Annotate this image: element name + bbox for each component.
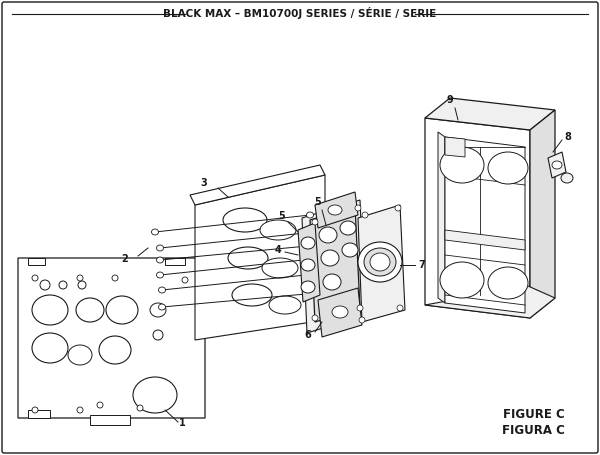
Ellipse shape (157, 272, 163, 278)
Ellipse shape (301, 237, 315, 249)
Ellipse shape (358, 242, 402, 282)
Ellipse shape (323, 274, 341, 290)
Ellipse shape (362, 212, 368, 218)
Ellipse shape (260, 220, 296, 240)
Ellipse shape (488, 152, 528, 184)
Ellipse shape (112, 275, 118, 281)
Ellipse shape (157, 245, 163, 251)
Ellipse shape (269, 296, 301, 314)
Polygon shape (298, 223, 320, 302)
Polygon shape (315, 192, 358, 228)
Polygon shape (28, 410, 50, 418)
Ellipse shape (151, 229, 158, 235)
Polygon shape (530, 110, 555, 318)
Polygon shape (90, 415, 130, 425)
Polygon shape (28, 258, 45, 265)
Ellipse shape (397, 305, 403, 311)
Polygon shape (165, 258, 185, 265)
Text: FIGURA C: FIGURA C (502, 424, 565, 436)
Polygon shape (18, 258, 205, 418)
Polygon shape (438, 132, 445, 303)
Ellipse shape (325, 289, 331, 295)
Ellipse shape (342, 243, 358, 257)
Text: 9: 9 (446, 95, 454, 105)
Ellipse shape (321, 250, 339, 266)
Ellipse shape (319, 227, 337, 243)
Ellipse shape (78, 281, 86, 289)
Text: 6: 6 (305, 330, 311, 340)
Ellipse shape (488, 267, 528, 299)
Ellipse shape (561, 173, 573, 183)
Text: 8: 8 (564, 132, 571, 142)
Polygon shape (190, 165, 325, 205)
Ellipse shape (68, 345, 92, 365)
Ellipse shape (359, 317, 365, 323)
Ellipse shape (364, 248, 396, 276)
Text: FIGURE C: FIGURE C (503, 409, 565, 421)
Text: BLACK MAX – BM10700J SERIES / SÉRIE / SERIE: BLACK MAX – BM10700J SERIES / SÉRIE / SE… (163, 7, 437, 19)
Polygon shape (445, 230, 525, 250)
Ellipse shape (355, 205, 361, 211)
Ellipse shape (158, 304, 166, 310)
Ellipse shape (77, 407, 83, 413)
Ellipse shape (76, 298, 104, 322)
Ellipse shape (150, 303, 166, 317)
Ellipse shape (32, 333, 68, 363)
Ellipse shape (322, 270, 329, 276)
Ellipse shape (59, 281, 67, 289)
Ellipse shape (158, 287, 166, 293)
Ellipse shape (262, 258, 298, 278)
Polygon shape (425, 286, 555, 318)
Ellipse shape (312, 219, 318, 225)
Ellipse shape (314, 242, 322, 248)
Ellipse shape (99, 336, 131, 364)
Ellipse shape (370, 253, 390, 271)
Ellipse shape (97, 402, 103, 408)
Text: 7: 7 (418, 260, 425, 270)
Ellipse shape (328, 205, 342, 215)
Ellipse shape (77, 275, 83, 281)
Text: 5: 5 (314, 197, 322, 207)
Ellipse shape (301, 259, 315, 271)
Text: 4: 4 (275, 245, 281, 255)
Ellipse shape (340, 221, 356, 235)
Ellipse shape (312, 315, 318, 321)
Polygon shape (195, 175, 325, 340)
Text: 3: 3 (200, 178, 208, 188)
Text: 2: 2 (122, 254, 128, 264)
Polygon shape (445, 137, 525, 313)
Ellipse shape (440, 147, 484, 183)
Polygon shape (548, 152, 566, 178)
Text: 5: 5 (278, 211, 286, 221)
Polygon shape (425, 98, 555, 130)
Ellipse shape (307, 212, 314, 218)
Ellipse shape (223, 208, 267, 232)
Ellipse shape (319, 255, 325, 261)
Ellipse shape (232, 284, 272, 306)
Polygon shape (310, 206, 360, 322)
Ellipse shape (137, 405, 143, 411)
Polygon shape (425, 118, 530, 318)
Ellipse shape (440, 262, 484, 298)
Ellipse shape (301, 281, 315, 293)
Ellipse shape (133, 377, 177, 413)
Ellipse shape (552, 161, 562, 169)
Polygon shape (445, 137, 465, 157)
Ellipse shape (32, 295, 68, 325)
Ellipse shape (332, 306, 348, 318)
Text: 1: 1 (179, 418, 186, 428)
Polygon shape (318, 288, 362, 337)
Ellipse shape (311, 229, 319, 235)
Ellipse shape (395, 205, 401, 211)
Polygon shape (302, 200, 365, 333)
Ellipse shape (153, 330, 163, 340)
Ellipse shape (228, 247, 268, 269)
Ellipse shape (157, 257, 163, 263)
Polygon shape (358, 205, 405, 322)
Ellipse shape (32, 407, 38, 413)
Ellipse shape (32, 275, 38, 281)
Ellipse shape (106, 296, 138, 324)
Ellipse shape (182, 277, 188, 283)
Ellipse shape (40, 280, 50, 290)
